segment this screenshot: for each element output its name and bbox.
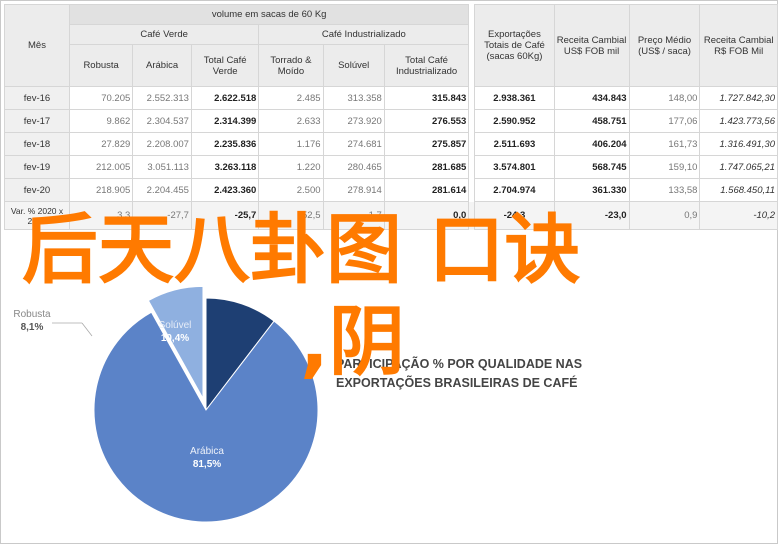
slice-value-soluvel: 10,4% bbox=[161, 333, 189, 344]
header-preco: Preço Médio (US$ / saca) bbox=[628, 4, 701, 87]
table-cell: 0,0 bbox=[383, 201, 470, 230]
table-cell: 1,7 bbox=[322, 201, 385, 230]
slice-value-robusta: 8,1% bbox=[21, 322, 44, 333]
row-month: Var. % 2020 x 2019 bbox=[4, 201, 70, 230]
table-cell: 159,10 bbox=[628, 155, 701, 179]
table-cell: 218.905 bbox=[68, 178, 134, 202]
slice-name-arabica: Arábica bbox=[190, 446, 224, 457]
row-month: fev-19 bbox=[4, 155, 70, 179]
pie-title-line1: PARTICIPAÇÃO % POR QUALIDADE NAS bbox=[336, 357, 583, 371]
table-cell: 2.235.836 bbox=[190, 132, 260, 156]
header-total-verde: Total Café Verde bbox=[190, 44, 260, 87]
table-cell: -27,7 bbox=[132, 201, 192, 230]
table-cell: -10,2 bbox=[699, 201, 778, 230]
header-exportacoes: Exportações Totais de Café (sacas 60Kg) bbox=[474, 4, 555, 87]
table-cell: -25,7 bbox=[190, 201, 260, 230]
header-receita-usd: Receita Cambial US$ FOB mil bbox=[553, 4, 630, 87]
table-cell: 1.176 bbox=[258, 132, 324, 156]
table-row: fev-17 9.862 2.304.537 2.314.399 2.633 273.92… bbox=[4, 109, 778, 133]
pie-title-line2: EXPORTAÇÕES BRASILEIRAS DE CAFÉ bbox=[336, 376, 578, 390]
header-cafe-verde: Café Verde bbox=[68, 24, 260, 45]
table-cell: 3.574.801 bbox=[474, 155, 555, 179]
robusta-leader-line-2 bbox=[81, 322, 93, 337]
table-cell: 280.465 bbox=[322, 155, 385, 179]
table-cell: 2.552.313 bbox=[132, 86, 192, 110]
table-cell: 281.614 bbox=[383, 178, 470, 202]
table-cell: 281.685 bbox=[383, 155, 470, 179]
table-cell: 27.829 bbox=[68, 132, 134, 156]
table-cell: 1.423.773,56 bbox=[699, 109, 778, 133]
header-soluvel: Solúvel bbox=[322, 44, 385, 87]
pie-title: PARTICIPAÇÃO % POR QUALIDADE NAS EXPORTA… bbox=[336, 355, 582, 393]
header-volume: volume em sacas de 60 Kg bbox=[68, 4, 470, 25]
row-month: fev-17 bbox=[4, 109, 70, 133]
export-table: Mês volume em sacas de 60 Kg Exportações… bbox=[4, 4, 778, 230]
table-cell: -24,3 bbox=[474, 201, 555, 230]
header-total-industrializado: Total Café Industrializado bbox=[383, 44, 470, 87]
pie-slice-solúvel bbox=[205, 297, 275, 412]
table-cell: 9.862 bbox=[68, 109, 134, 133]
row-month: fev-18 bbox=[4, 132, 70, 156]
table-cell: 2.622.518 bbox=[190, 86, 260, 110]
table-cell: 3.263.118 bbox=[190, 155, 260, 179]
table-cell: 2.204.455 bbox=[132, 178, 192, 202]
header-robusta: Robusta bbox=[68, 44, 134, 87]
pie-slice-robusta bbox=[147, 285, 204, 401]
row-month: fev-16 bbox=[4, 86, 70, 110]
table-row-variation: Var. % 2020 x 2019 3,3 -27,7 -25,7 -52,5 1,7 0… bbox=[4, 201, 778, 230]
table-cell: 1.220 bbox=[258, 155, 324, 179]
table-cell: 161,73 bbox=[628, 132, 701, 156]
pie-slice-arábica bbox=[93, 311, 319, 523]
table-cell: 274.681 bbox=[322, 132, 385, 156]
table-cell: 2.314.399 bbox=[190, 109, 260, 133]
table-row: fev-19 212.005 3.051.113 3.263.118 1.220 280.… bbox=[4, 155, 778, 179]
header-receita-brl: Receita Cambial R$ FOB Mil bbox=[699, 4, 778, 87]
table-cell: 1.568.450,11 bbox=[699, 178, 778, 202]
table-cell: 273.920 bbox=[322, 109, 385, 133]
table-cell: 0,9 bbox=[628, 201, 701, 230]
table-cell: -23,0 bbox=[553, 201, 630, 230]
table-cell: 3,3 bbox=[68, 201, 134, 230]
slice-name-soluvel: Solúvel bbox=[159, 320, 192, 331]
slice-name-robusta: Robusta bbox=[13, 309, 51, 320]
header-cafe-industrializado: Café Industrializado bbox=[258, 24, 470, 45]
slice-value-arabica: 81,5% bbox=[193, 459, 221, 470]
table-cell: 315.843 bbox=[383, 86, 470, 110]
row-month: fev-20 bbox=[4, 178, 70, 202]
